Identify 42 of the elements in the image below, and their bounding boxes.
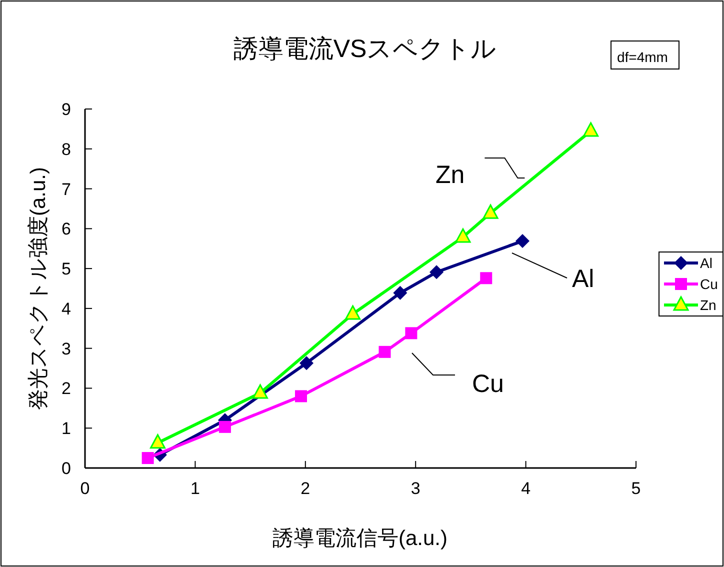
x-tick-label: 1 <box>190 479 200 498</box>
legend-label: Al <box>700 255 712 271</box>
legend-label: Cu <box>700 276 718 292</box>
text: df=4mm <box>617 49 668 65</box>
point <box>142 452 154 464</box>
point <box>345 305 361 320</box>
point <box>482 204 498 219</box>
point <box>430 265 444 280</box>
point <box>515 234 530 248</box>
annotation: Zn <box>436 161 465 190</box>
y-tick-label: 2 <box>62 379 71 398</box>
x-tick-label: 0 <box>80 479 90 498</box>
y-tick-label: 3 <box>62 339 71 358</box>
point <box>150 434 166 449</box>
annotation: Al <box>572 265 594 293</box>
legend-label: Zn <box>700 297 716 313</box>
x-axis-title: 誘導電流信号(a.u.) <box>272 527 448 550</box>
y-axis-title: 発光スペクトル強度(a.u.) <box>27 166 50 410</box>
point <box>294 390 307 402</box>
y-tick-label: 5 <box>62 260 71 279</box>
y-tick-label: 6 <box>62 220 71 239</box>
x-tick-label: 2 <box>300 479 310 498</box>
point <box>218 420 231 433</box>
point <box>455 228 471 243</box>
y-tick-label: 7 <box>62 180 71 199</box>
point <box>405 327 418 340</box>
annotation: Cu <box>472 370 504 398</box>
x-tick-label: 3 <box>410 479 420 498</box>
y-tick-label: 9 <box>62 100 71 119</box>
x-tick-label: 5 <box>631 479 641 498</box>
y-tick-label: 4 <box>62 299 71 318</box>
point <box>300 356 314 370</box>
chart-title: 誘導電流VSスペクトル <box>233 35 497 63</box>
point <box>393 286 408 300</box>
point <box>583 122 599 137</box>
y-tick-label: 0 <box>62 459 71 478</box>
point <box>252 384 268 399</box>
point <box>378 346 391 358</box>
x-tick-label: 4 <box>521 479 531 498</box>
y-tick-label: 1 <box>62 419 71 438</box>
point <box>480 272 492 284</box>
y-tick-label: 8 <box>62 140 71 159</box>
